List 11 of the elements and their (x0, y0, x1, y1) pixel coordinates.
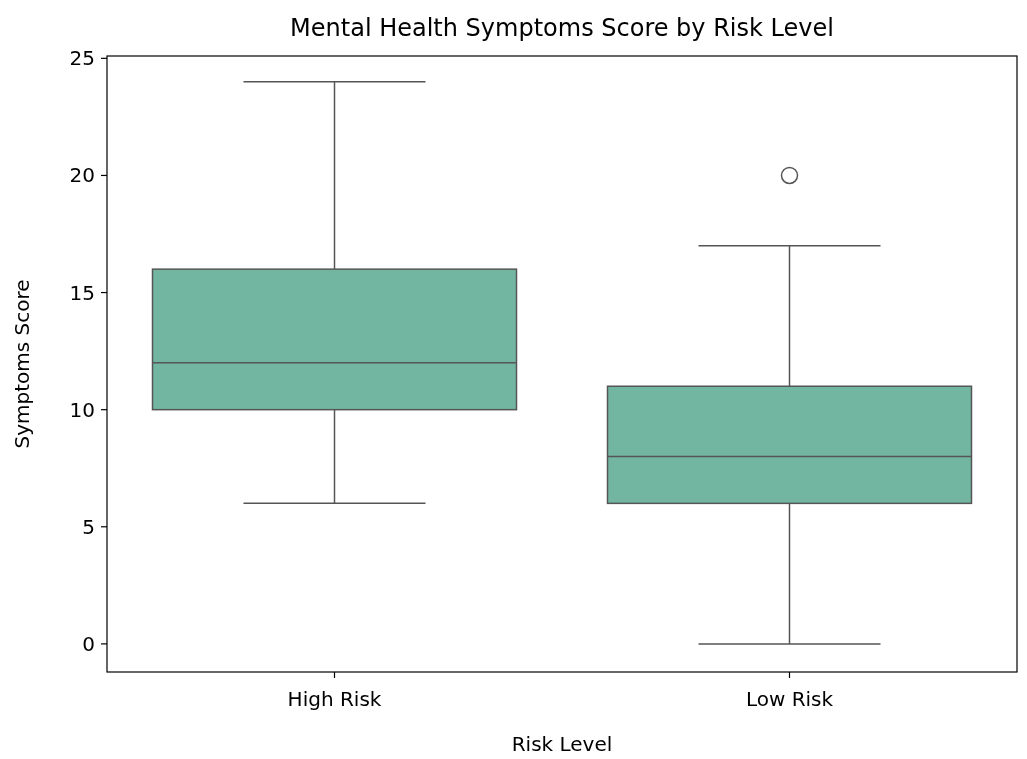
y-tick-label: 5 (82, 514, 95, 539)
y-tick-label: 0 (82, 631, 95, 656)
x-tick-label: High Risk (287, 687, 382, 711)
chart-title: Mental Health Symptoms Score by Risk Level (290, 14, 834, 43)
y-axis-title: Symptoms Score (10, 279, 34, 449)
y-tick-label: 15 (69, 280, 95, 305)
y-tick-label: 20 (69, 163, 95, 188)
x-axis-title: Risk Level (511, 732, 613, 756)
x-tick-label: Low Risk (745, 687, 834, 711)
y-tick-label: 10 (69, 397, 95, 422)
y-tick-label: 25 (69, 46, 95, 71)
